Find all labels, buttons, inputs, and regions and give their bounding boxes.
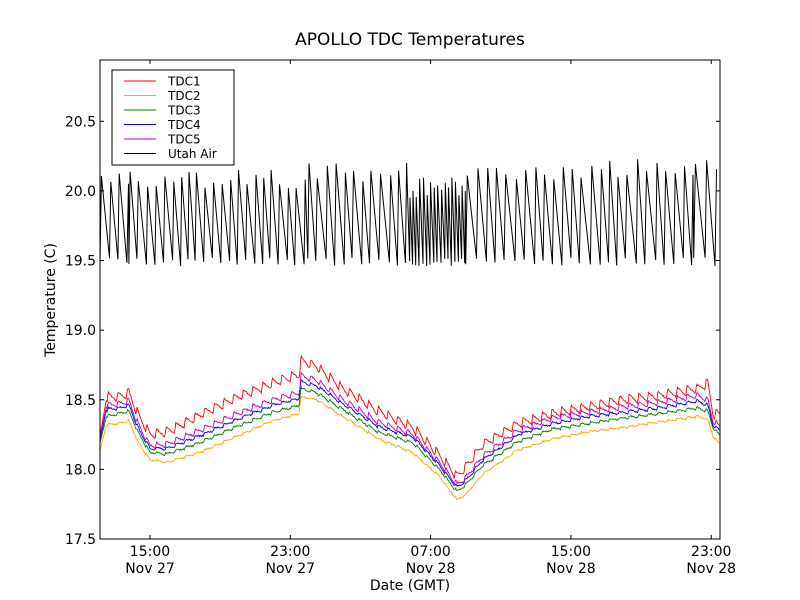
legend-label-tdc3: TDC3 bbox=[167, 104, 201, 118]
series-line-tdc2 bbox=[100, 395, 720, 501]
x-axis-label: Date (GMT) bbox=[370, 578, 450, 594]
legend-label-tdc5: TDC5 bbox=[167, 133, 201, 147]
x-axis: 15:00 Nov 27 23:00 Nov 27 07:00 Nov 28 15:00 No… bbox=[125, 60, 736, 577]
y-tick-label: 20.0 bbox=[65, 184, 96, 200]
y-tick-label: 20.5 bbox=[65, 114, 96, 130]
x-tick-label: 15:00 Nov 27 bbox=[125, 544, 175, 577]
series-line-tdc3 bbox=[100, 385, 720, 491]
legend-label-tdc4: TDC4 bbox=[167, 118, 201, 132]
legend-box bbox=[111, 69, 235, 166]
y-tick-label: 19.0 bbox=[65, 323, 96, 339]
series-line-tdc1 bbox=[100, 354, 720, 479]
y-tick-label: 18.5 bbox=[65, 393, 96, 409]
series-line-utah-air bbox=[100, 159, 717, 267]
y-tick-label: 19.5 bbox=[65, 254, 96, 270]
x-tick-label: 23:00 Nov 28 bbox=[686, 544, 736, 577]
y-axis: 17.5 18.0 18.5 19.0 19.5 20.0 20.5 bbox=[65, 114, 720, 548]
y-axis-label: Temperature (C) bbox=[43, 243, 59, 358]
x-tick-label: 23:00 Nov 27 bbox=[266, 544, 316, 577]
series-line-tdc4 bbox=[100, 379, 720, 487]
y-tick-label: 18.0 bbox=[65, 462, 96, 478]
x-tick-label: 15:00 Nov 28 bbox=[546, 544, 596, 577]
legend-label-tdc1: TDC1 bbox=[167, 75, 201, 89]
chart-title: APOLLO TDC Temperatures bbox=[295, 30, 525, 50]
legend-label-utah-air: Utah Air bbox=[168, 147, 217, 161]
y-tick-label: 17.5 bbox=[65, 532, 96, 548]
series-layer bbox=[100, 159, 720, 501]
series-line-tdc5 bbox=[100, 371, 720, 486]
legend-label-tdc2: TDC2 bbox=[167, 89, 201, 103]
x-tick-label: 07:00 Nov 28 bbox=[406, 544, 456, 577]
plot-frame bbox=[99, 59, 721, 540]
